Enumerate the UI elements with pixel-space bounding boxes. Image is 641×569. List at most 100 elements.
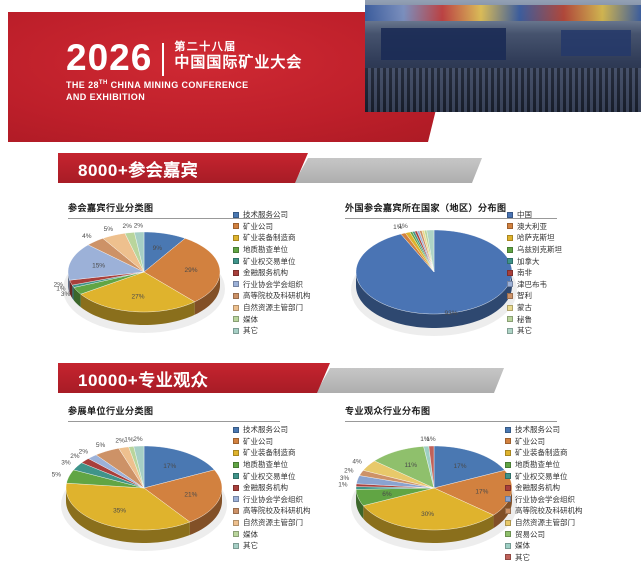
pie-slice xyxy=(143,445,215,489)
photo-screen-left xyxy=(381,28,506,60)
legend-swatch xyxy=(505,461,511,468)
pie-label: 3% xyxy=(61,460,71,467)
legend-item: 地质勘查单位 xyxy=(505,459,583,471)
legend-item: 矿业装备制造商 xyxy=(233,447,311,459)
legend-swatch xyxy=(505,507,511,514)
legend-label: 地质勘查单位 xyxy=(515,460,560,470)
pie-label: 2% xyxy=(134,222,144,229)
pie-slice xyxy=(143,238,221,303)
pie-slice xyxy=(373,446,435,489)
legend-swatch xyxy=(233,292,239,299)
chart1-pie: 9%29%27%3%1%2%15%4%5% 2% 2% xyxy=(54,222,225,333)
legend-label: 矿业权交易单位 xyxy=(515,471,568,481)
pie-slice xyxy=(428,445,435,489)
section1-title: 8000+参会嘉宾 xyxy=(78,160,199,180)
legend-label: 其它 xyxy=(515,552,530,562)
legend-item: 金融服务机构 xyxy=(233,267,311,279)
title-en-line1b: CHINA MINING CONFERENCE xyxy=(107,80,249,90)
pie-label: 93% xyxy=(444,310,457,317)
legend-item: 乌兹别克斯坦 xyxy=(507,244,562,256)
pie-slice xyxy=(362,487,495,531)
pie-slice xyxy=(80,271,196,313)
pie-label: 5% xyxy=(96,442,106,449)
legend-label: 行业协会学会组织 xyxy=(243,279,303,289)
legend-item: 智利 xyxy=(507,290,562,302)
legend-item: 其它 xyxy=(233,325,311,337)
legend-swatch xyxy=(233,223,239,230)
legend-swatch xyxy=(507,223,513,230)
legend-item: 高等院校及科研机构 xyxy=(505,505,583,517)
legend-swatch xyxy=(233,542,239,549)
pie-slice xyxy=(143,231,186,273)
legend-swatch xyxy=(507,269,513,276)
legend-label: 自然资源主管部门 xyxy=(515,518,575,528)
legend-swatch xyxy=(233,496,239,503)
legend-swatch xyxy=(507,258,513,265)
legend-label: 其它 xyxy=(517,326,532,336)
legend-item: 金融服务机构 xyxy=(233,482,311,494)
legend-item: 矿业装备制造商 xyxy=(505,447,583,459)
conference-hall-photo xyxy=(365,0,641,112)
legend-label: 加拿大 xyxy=(517,256,540,266)
pie-slice xyxy=(67,244,145,281)
legend-item: 技术服务公司 xyxy=(505,424,583,436)
legend-label: 哈萨克斯坦 xyxy=(517,233,555,243)
legend-item: 自然资源主管部门 xyxy=(505,517,583,529)
pie-label: 2% xyxy=(133,436,143,443)
legend-item: 自然资源主管部门 xyxy=(233,517,311,529)
pie-label: 1% xyxy=(338,482,348,489)
legend-swatch xyxy=(505,554,511,561)
legend-item: 津巴布韦 xyxy=(507,279,562,291)
legend-swatch xyxy=(507,234,513,241)
legend-item: 澳大利亚 xyxy=(507,221,562,233)
pie-label: 15% xyxy=(92,262,105,269)
legend-item: 媒体 xyxy=(233,313,311,325)
legend-swatch xyxy=(233,531,239,538)
legend-swatch xyxy=(507,327,513,334)
pie-slice xyxy=(426,229,435,273)
legend-label: 矿业装备制造商 xyxy=(243,448,296,458)
legend-label: 矿业装备制造商 xyxy=(515,448,568,458)
legend-label: 智利 xyxy=(517,291,532,301)
legend-item: 中国 xyxy=(507,209,562,221)
legend-label: 蒙古 xyxy=(517,303,532,313)
legend-swatch xyxy=(507,211,513,218)
legend-item: 自然资源主管部门 xyxy=(233,302,311,314)
legend-item: 南非 xyxy=(507,267,562,279)
legend-item: 行业协会学会组织 xyxy=(505,494,583,506)
legend-label: 媒体 xyxy=(243,529,258,539)
pie-label: 1% xyxy=(393,224,403,231)
legend-swatch xyxy=(505,438,511,445)
legend-item: 行业协会学会组织 xyxy=(233,494,311,506)
legend-swatch xyxy=(233,316,239,323)
legend-label: 津巴布韦 xyxy=(517,279,547,289)
photo-stage-banner xyxy=(365,5,641,21)
pie-slice xyxy=(134,231,145,273)
chart3-title: 参展单位行业分类图 xyxy=(68,404,280,422)
legend-item: 加拿大 xyxy=(507,255,562,267)
section2-title: 10000+专业观众 xyxy=(78,370,209,390)
legend-swatch xyxy=(233,281,239,288)
legend-label: 自然资源主管部门 xyxy=(243,303,303,313)
legend-swatch xyxy=(505,426,511,433)
legend-item: 矿业装备制造商 xyxy=(233,232,311,244)
legend-item: 矿业权交易单位 xyxy=(233,470,311,482)
legend-label: 其它 xyxy=(243,326,258,336)
cn-title-block: 第二十八届 中国国际矿业大会 xyxy=(174,40,302,72)
pie-slice xyxy=(66,469,145,489)
legend-swatch xyxy=(505,449,511,456)
chart3-pie: 17%21%35%5%3%2%2%5%2% 1% 2% xyxy=(52,436,227,551)
pie-label: 11% xyxy=(405,462,418,469)
legend-item: 其它 xyxy=(233,540,311,552)
chart2-pie: 93% 1%1% xyxy=(351,223,517,336)
legend-swatch xyxy=(507,292,513,299)
legend-item: 技术服务公司 xyxy=(233,209,311,221)
pie-label: 4% xyxy=(352,459,362,466)
legend-label: 乌兹别克斯坦 xyxy=(517,245,562,255)
pie-slice xyxy=(433,445,506,489)
legend-item: 媒体 xyxy=(505,540,583,552)
legend-label: 贸易公司 xyxy=(515,529,545,539)
pie-slice xyxy=(362,460,435,489)
section2-banner: 10000+专业观众 xyxy=(58,363,330,393)
pie-label: 2% xyxy=(344,467,354,474)
